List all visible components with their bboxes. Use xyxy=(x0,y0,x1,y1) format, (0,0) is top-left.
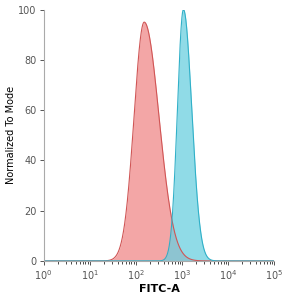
X-axis label: FITC-A: FITC-A xyxy=(138,284,179,294)
Y-axis label: Normalized To Mode: Normalized To Mode xyxy=(5,86,16,184)
